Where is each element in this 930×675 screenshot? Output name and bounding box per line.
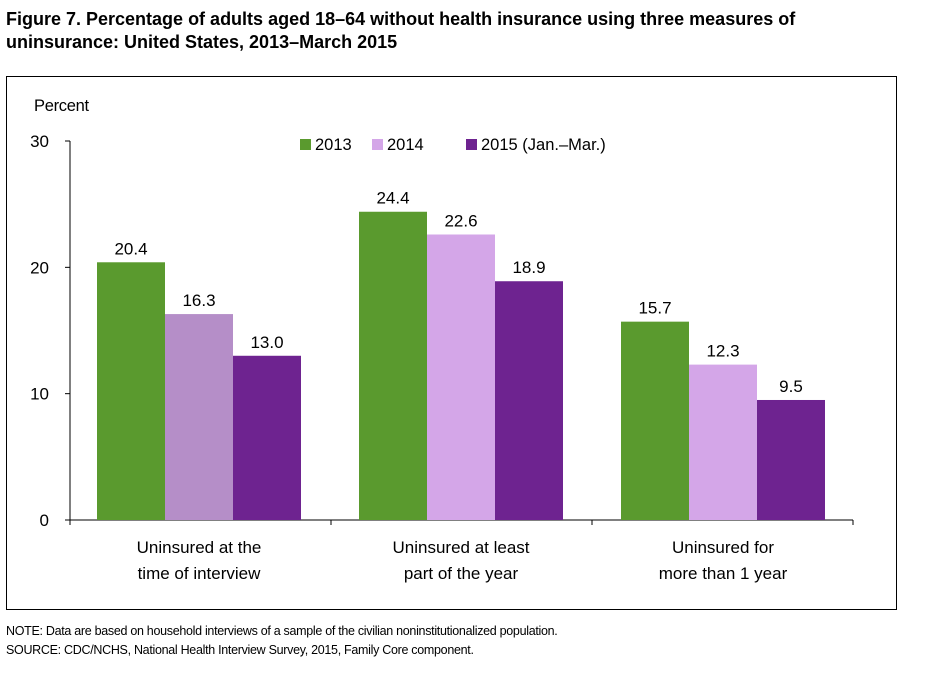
- figure-title: Figure 7. Percentage of adults aged 18–6…: [6, 9, 796, 52]
- y-tick-label: 0: [40, 511, 49, 530]
- bar: [427, 234, 495, 520]
- bar-value-label: 22.6: [444, 211, 477, 230]
- notes: NOTE: Data are based on household interv…: [6, 622, 558, 660]
- bar: [621, 321, 689, 520]
- category-label: time of interview: [138, 564, 262, 583]
- category-label: more than 1 year: [659, 564, 788, 583]
- bar: [165, 314, 233, 520]
- legend-swatch: [372, 139, 383, 150]
- bar: [689, 364, 757, 520]
- y-tick-label: 20: [30, 258, 49, 277]
- category-label: Uninsured for: [672, 538, 774, 557]
- bar: [757, 399, 825, 520]
- y-tick-label: 30: [30, 132, 49, 151]
- bar-value-label: 18.9: [512, 258, 545, 277]
- y-axis-title: Percent: [34, 97, 89, 115]
- bar-chart: Percent 0 10 20 30 20.4 24.4 15.7 16.3 22.6 12.3 13…: [30, 97, 854, 583]
- bar-value-label: 12.3: [706, 342, 739, 361]
- bar: [97, 262, 165, 520]
- legend-swatch: [300, 139, 311, 150]
- bar-value-label: 16.3: [182, 291, 215, 310]
- legend-label: 2013: [315, 136, 352, 154]
- category-label: Uninsured at the: [137, 538, 262, 557]
- bar-value-label: 13.0: [250, 333, 283, 352]
- bar: [359, 211, 427, 520]
- y-tick-label: 10: [30, 385, 49, 404]
- source-text: SOURCE: CDC/NCHS, National Health Interv…: [6, 643, 474, 657]
- bar-value-label: 24.4: [376, 189, 409, 208]
- legend-label: 2015 (Jan.–Mar.): [481, 136, 606, 154]
- bar: [233, 355, 301, 520]
- category-label: part of the year: [404, 564, 519, 583]
- bar-value-label: 15.7: [638, 299, 671, 318]
- bar: [495, 281, 563, 520]
- note-text: NOTE: Data are based on household interv…: [6, 624, 558, 638]
- bar-value-label: 9.5: [779, 377, 803, 396]
- chart-frame: [6, 76, 897, 610]
- bar-value-label: 20.4: [114, 239, 147, 258]
- legend-label: 2014: [387, 136, 424, 154]
- category-label: Uninsured at least: [392, 538, 529, 557]
- legend-swatch: [466, 139, 477, 150]
